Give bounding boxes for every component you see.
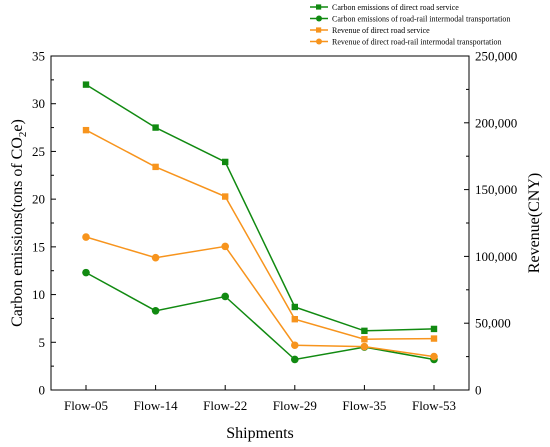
series-layer	[82, 81, 438, 364]
series-line	[85, 271, 435, 361]
x-axis-title: Shipments	[226, 425, 294, 442]
data-point	[151, 253, 160, 262]
left-axis-title-subscript: 2	[17, 132, 29, 138]
data-point	[82, 268, 90, 277]
data-point	[82, 233, 90, 241]
data-point	[82, 81, 90, 88]
left-axis-tick-label: 15	[32, 239, 45, 254]
data-point	[222, 158, 229, 166]
data-point	[430, 352, 438, 361]
legend-label: Carbon emissions of direct road service	[332, 3, 459, 12]
left-axis-tick-label: 5	[39, 335, 46, 350]
series-line	[85, 236, 435, 358]
x-axis-ticks: Flow-05 Flow-14 Flow-22 Flow-29 Flow-35 Flow-…	[64, 385, 456, 413]
left-axis-tick-label: 35	[32, 49, 45, 64]
data-point	[221, 242, 229, 251]
left-axis-title-main: Carbon emissions(tons of CO	[9, 137, 26, 327]
plot-area	[50, 55, 470, 391]
data-point	[361, 327, 368, 335]
data-point	[221, 292, 229, 301]
right-axis-tick-label: 100,000	[475, 249, 517, 264]
right-axis-tick-label: 150,000	[475, 182, 517, 197]
x-axis-tick-label: Flow-53	[412, 398, 456, 413]
legend-marker	[316, 38, 322, 45]
plot-frame	[50, 55, 470, 391]
series-4	[82, 233, 438, 361]
legend-item: Carbon emissions of direct road service	[310, 3, 459, 12]
left-axis-ticks: 0 5 10 15 20 25 30 35	[32, 49, 56, 398]
legend-item: Revenue of direct road service	[310, 26, 430, 35]
legend-item: Carbon emissions of road-rail intermodal…	[310, 15, 510, 24]
left-axis-tick-label: 30	[32, 96, 45, 111]
x-axis-tick-label: Flow-22	[203, 398, 247, 413]
right-axis-tick-label: 0	[475, 383, 482, 398]
data-point	[82, 126, 90, 134]
legend-label: Revenue of direct road service	[332, 26, 430, 35]
left-axis-tick-label: 10	[32, 287, 45, 302]
data-point	[291, 303, 298, 311]
series-3	[82, 126, 438, 343]
series-1	[82, 81, 438, 335]
data-point	[222, 193, 229, 200]
right-axis-tick-label: 200,000	[475, 115, 517, 130]
left-axis-tick-label: 25	[32, 144, 45, 159]
legend-label: Revenue of direct road-rail intermodal t…	[332, 38, 502, 47]
legend: Carbon emissions of direct road service C…	[310, 3, 510, 47]
data-point	[152, 124, 159, 131]
series-line	[85, 129, 435, 340]
right-axis-tick-label: 250,000	[475, 49, 517, 64]
legend-marker	[316, 27, 322, 33]
right-axis-ticks: 0 50,000 100,000 150,000 200,000 250,000	[464, 49, 517, 398]
data-point	[430, 335, 438, 342]
legend-marker	[316, 4, 322, 10]
data-point	[152, 163, 159, 171]
right-axis-title: Revenue(CNY)	[526, 173, 543, 273]
data-point	[291, 341, 299, 350]
left-axis-tick-label: 0	[39, 383, 46, 398]
x-axis-tick-label: Flow-05	[64, 398, 108, 413]
left-axis-tick-label: 20	[32, 192, 45, 207]
x-axis-tick-label: Flow-29	[273, 398, 317, 413]
right-axis-tick-label: 50,000	[475, 316, 511, 331]
data-point	[360, 342, 369, 351]
x-axis-tick-label: Flow-14	[134, 398, 179, 413]
legend-item: Revenue of direct road-rail intermodal t…	[310, 38, 502, 47]
data-point	[430, 325, 438, 333]
left-axis-title-end: e)	[9, 119, 26, 131]
series-line	[85, 83, 435, 332]
data-point	[291, 315, 298, 323]
data-point	[361, 336, 368, 343]
data-point	[151, 306, 160, 315]
left-axis-title: Carbon emissions(tons of CO2e)	[9, 119, 29, 327]
legend-marker	[316, 15, 322, 22]
data-point	[291, 355, 299, 364]
x-axis-tick-label: Flow-35	[342, 398, 386, 413]
legend-label: Carbon emissions of road-rail intermodal…	[332, 15, 510, 24]
